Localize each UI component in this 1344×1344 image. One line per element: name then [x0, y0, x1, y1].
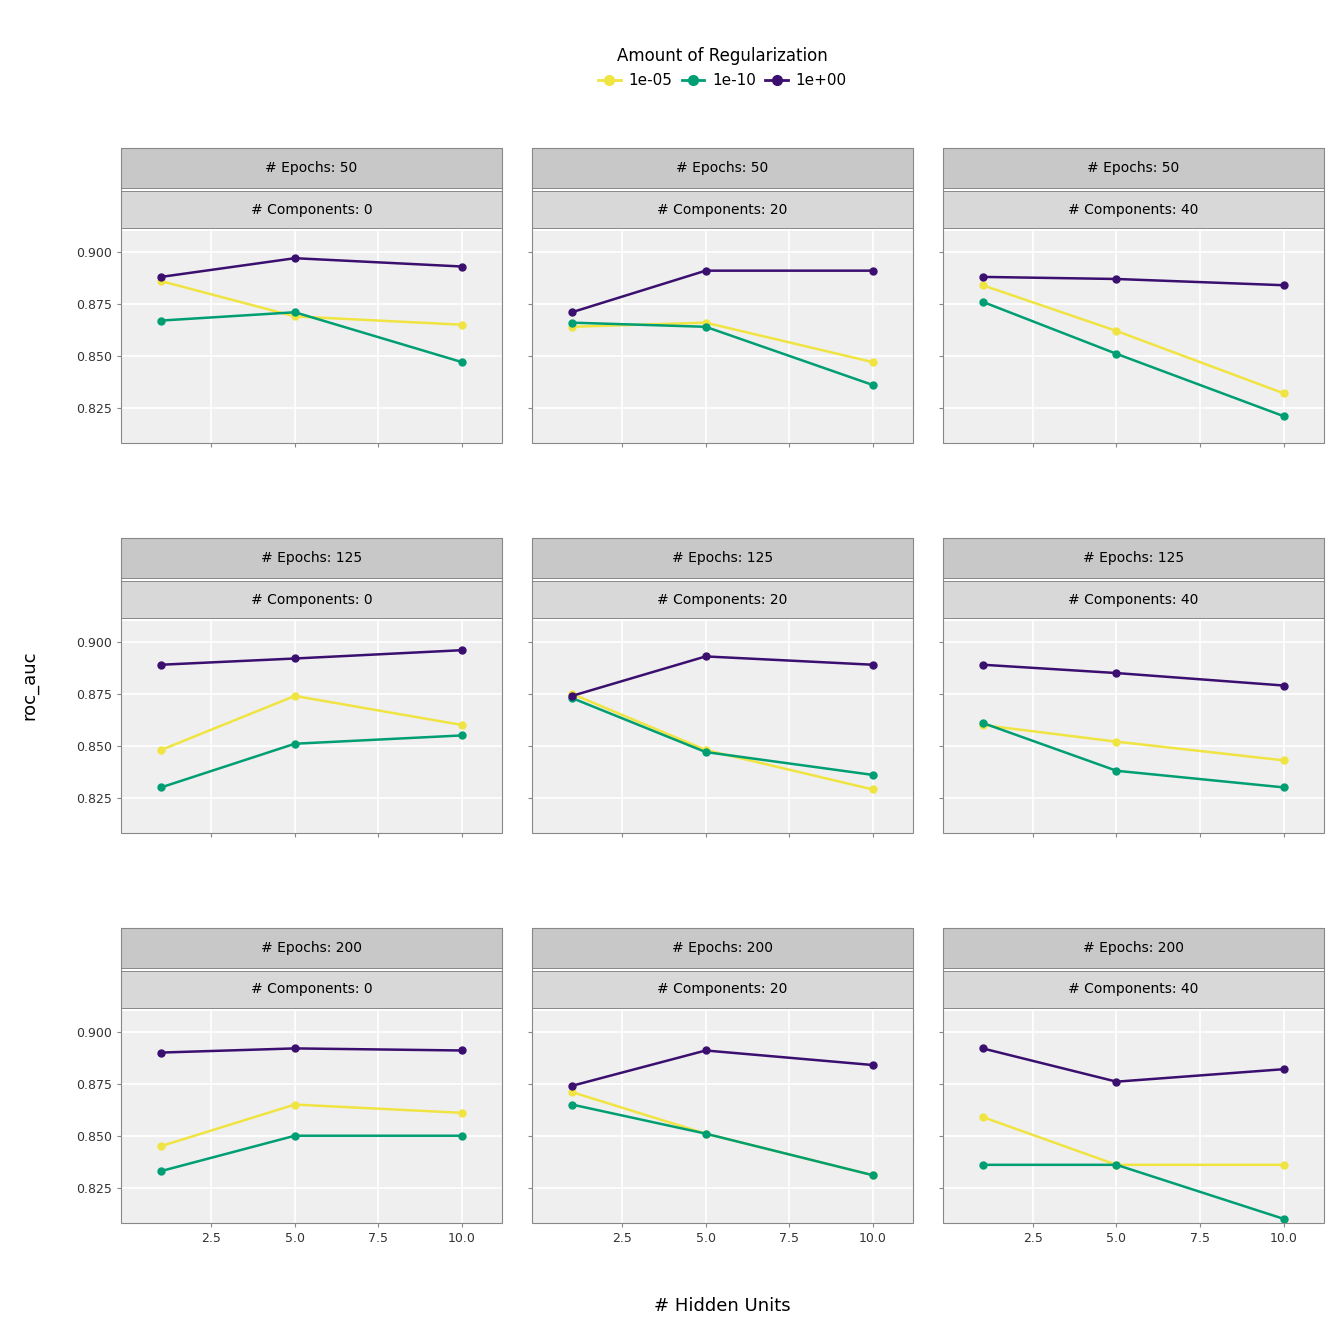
Text: # Components: 0: # Components: 0	[251, 593, 372, 606]
Text: # Components: 0: # Components: 0	[251, 203, 372, 216]
Text: # Components: 0: # Components: 0	[251, 982, 372, 996]
Text: # Epochs: 50: # Epochs: 50	[676, 161, 769, 175]
Text: # Epochs: 125: # Epochs: 125	[1083, 551, 1184, 564]
Text: # Epochs: 125: # Epochs: 125	[672, 551, 773, 564]
Text: # Epochs: 200: # Epochs: 200	[261, 941, 362, 954]
Text: # Hidden Units: # Hidden Units	[655, 1297, 790, 1316]
Text: # Epochs: 50: # Epochs: 50	[266, 161, 358, 175]
Text: # Components: 40: # Components: 40	[1068, 203, 1199, 216]
Text: # Epochs: 125: # Epochs: 125	[261, 551, 362, 564]
Text: # Components: 20: # Components: 20	[657, 982, 788, 996]
Text: # Components: 20: # Components: 20	[657, 593, 788, 606]
Text: # Components: 40: # Components: 40	[1068, 982, 1199, 996]
Text: # Epochs: 200: # Epochs: 200	[1083, 941, 1184, 954]
Text: # Epochs: 200: # Epochs: 200	[672, 941, 773, 954]
Text: # Components: 20: # Components: 20	[657, 203, 788, 216]
Text: roc_auc: roc_auc	[20, 650, 39, 720]
Legend: 1e-05, 1e-10, 1e+00: 1e-05, 1e-10, 1e+00	[591, 42, 853, 94]
Text: # Epochs: 50: # Epochs: 50	[1087, 161, 1179, 175]
Text: # Components: 40: # Components: 40	[1068, 593, 1199, 606]
